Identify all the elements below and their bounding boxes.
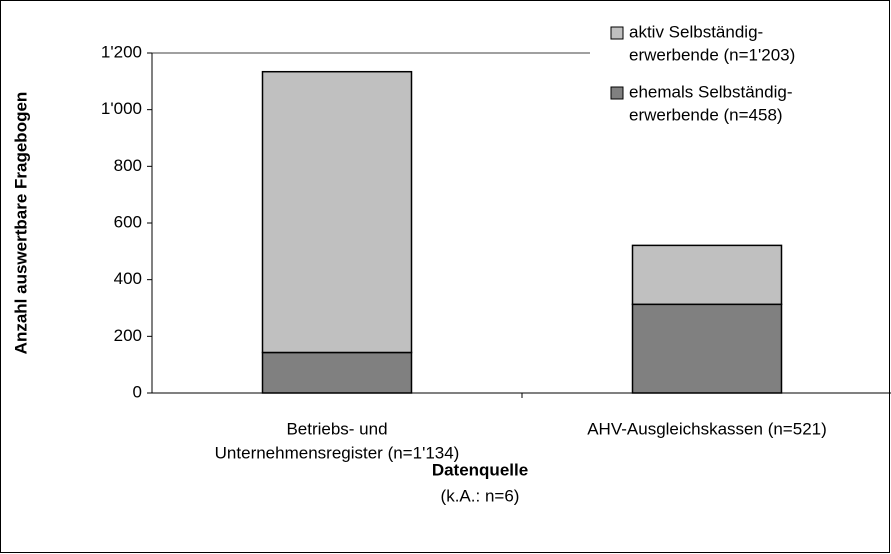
bar-segment (631, 244, 783, 306)
legend-label: aktiv Selbständig- (629, 22, 763, 41)
bar-segment (631, 303, 783, 394)
y-tick-label: 1'000 (101, 99, 142, 118)
y-tick-label: 200 (114, 326, 142, 345)
y-tick-label: 800 (114, 156, 142, 175)
bar-segment (261, 70, 413, 354)
y-tick-label: 0 (133, 382, 142, 401)
x-axis-subtitle: (k.A.: n=6) (441, 486, 520, 505)
x-tick-label: Unternehmensregister (n=1'134) (215, 443, 460, 462)
y-tick-label: 400 (114, 269, 142, 288)
legend-label: ehemals Selbständig- (629, 82, 792, 101)
x-tick-label: Betriebs- und (286, 419, 387, 438)
bar-segment (261, 351, 413, 394)
x-tick-label: AHV-Ausgleichskassen (n=521) (587, 419, 827, 438)
legend-swatch (610, 86, 624, 100)
legend-label: erwerbende (n=458) (629, 105, 783, 124)
legend-swatch (610, 26, 624, 40)
y-tick-label: 600 (114, 212, 142, 231)
y-tick-label: 1'200 (101, 42, 142, 61)
x-axis-title: Datenquelle (432, 460, 528, 479)
y-axis-title: Anzahl auswertbare Fragebogen (11, 92, 30, 355)
legend-label: erwerbende (n=1'203) (629, 45, 795, 64)
